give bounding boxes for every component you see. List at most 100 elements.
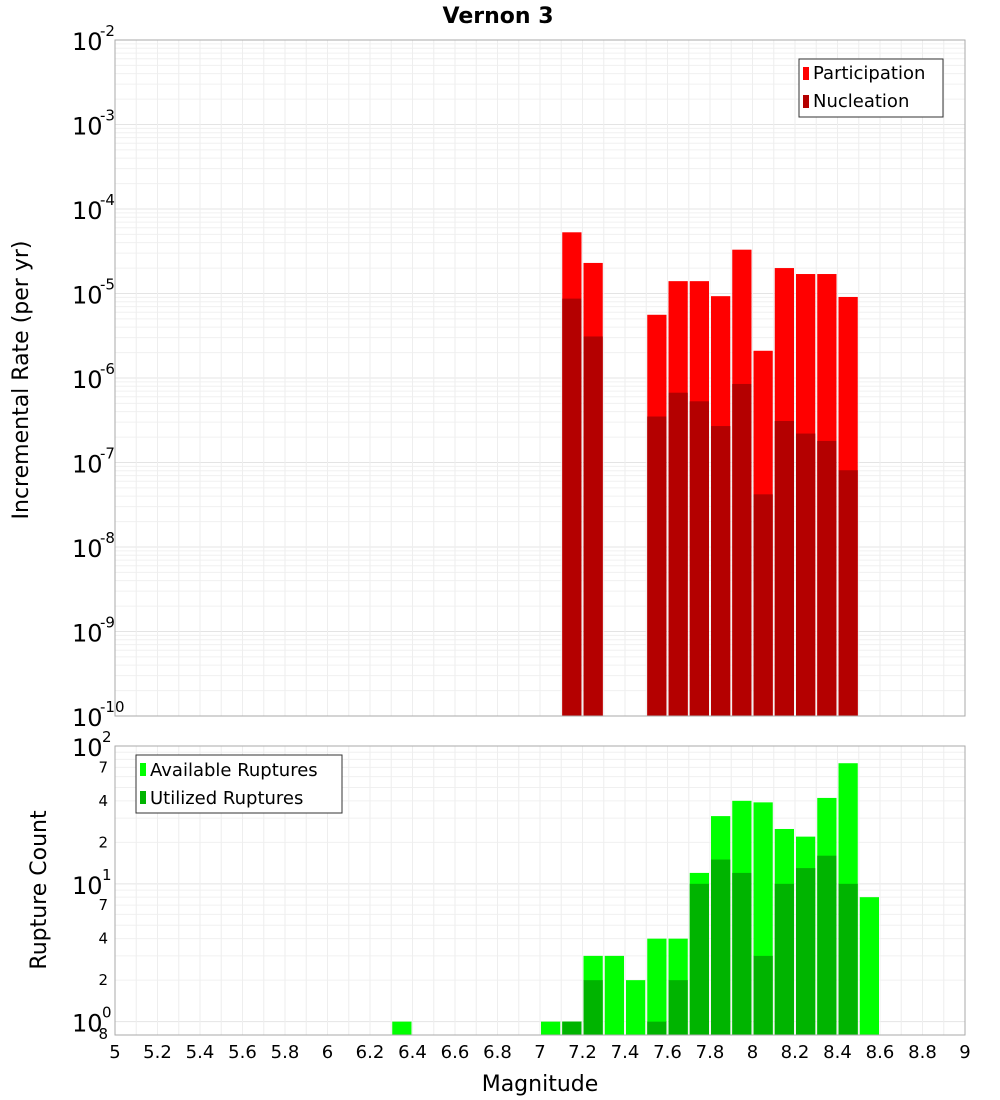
x-tick-label: 6 — [322, 1042, 333, 1063]
top-bars — [562, 232, 858, 716]
utilized-rupture-bar — [583, 980, 603, 1035]
bottom-legend-box — [135, 754, 343, 814]
bottom-y-minor-tick-label: 4 — [98, 930, 108, 948]
top-legend-box — [798, 58, 944, 118]
utilized-rupture-bar — [562, 1021, 582, 1035]
top-y-tick-label: 10 — [72, 535, 103, 563]
utilized-rupture-bar — [689, 883, 709, 1035]
bottom-y-tick-exponent: 1 — [102, 866, 112, 884]
utilized-legend-swatch — [140, 791, 146, 804]
nucleation-bar — [562, 298, 582, 716]
available-rupture-bar — [541, 1021, 561, 1035]
top-y-tick-exponent: -2 — [100, 22, 115, 40]
bottom-y-tick-label: 10 — [72, 872, 103, 900]
utilized-rupture-bar — [817, 855, 837, 1035]
x-tick-label: 6.6 — [441, 1042, 470, 1063]
top-y-tick-label: 10 — [72, 113, 103, 141]
top-y-tick-label: 10 — [72, 704, 103, 732]
top-legend: Participation Nucleation — [798, 58, 944, 118]
nucleation-legend-label: Nucleation — [813, 91, 909, 112]
utilized-rupture-bar — [753, 955, 773, 1035]
x-tick-label: 8.6 — [866, 1042, 895, 1063]
participation-legend-swatch — [803, 67, 809, 80]
available-rupture-bar — [604, 955, 624, 1035]
nucleation-bar — [838, 470, 858, 716]
top-y-tick-exponent: -4 — [100, 191, 115, 209]
bottom-y-tick-label: 10 — [72, 734, 103, 762]
available-rupture-bar — [626, 980, 646, 1035]
nucleation-bar — [753, 494, 773, 716]
x-tick-labels: 5 5.2 5.4 5.6 5.8 6 6.2 6.4 6.6 6.8 7 7.2 7.4 7.6 7.8 8… — [109, 1042, 970, 1063]
bottom-y-minor-tick-label: 7 — [98, 896, 108, 914]
top-y-axis-title: Incremental Rate (per yr) — [9, 241, 34, 520]
nucleation-bar — [689, 401, 709, 716]
available-rupture-bar — [392, 1021, 412, 1035]
x-tick-label: 7.2 — [568, 1042, 597, 1063]
top-y-tick-exponent: -7 — [100, 445, 115, 463]
available-rupture-bar — [647, 938, 667, 1035]
bottom-y-minor-tick-label: 2 — [98, 833, 108, 851]
utilized-rupture-bar — [732, 872, 752, 1035]
nucleation-bar — [711, 426, 731, 716]
top-y-tick-exponent: -8 — [100, 529, 115, 547]
x-tick-label: 8 — [747, 1042, 758, 1063]
top-plot-border — [114, 39, 966, 717]
nucleation-bar — [583, 336, 603, 716]
x-tick-label: 7.8 — [696, 1042, 725, 1063]
x-tick-label: 7 — [534, 1042, 545, 1063]
x-tick-label: 5.2 — [143, 1042, 172, 1063]
bottom-y-minor-tick-label: 7 — [98, 758, 108, 776]
nucleation-bar — [774, 420, 794, 716]
bottom-y-minor-tick-label: 8 — [98, 1025, 108, 1043]
x-tick-label: 8.8 — [908, 1042, 937, 1063]
top-y-tick-label: 10 — [72, 366, 103, 394]
top-y-tick-label: 10 — [72, 282, 103, 310]
utilized-rupture-bar — [668, 980, 688, 1035]
bottom-y-tick-label: 10 — [72, 1010, 103, 1038]
x-tick-label: 8.4 — [823, 1042, 852, 1063]
nucleation-bar — [732, 383, 752, 716]
nucleation-bar — [817, 440, 837, 716]
x-tick-label: 5.6 — [228, 1042, 257, 1063]
x-tick-label: 8.2 — [781, 1042, 810, 1063]
x-tick-label: 7.6 — [653, 1042, 682, 1063]
bottom-y-axis-title: Rupture Count — [27, 810, 52, 970]
top-y-tick-label: 10 — [72, 451, 103, 479]
x-tick-label: 5.4 — [186, 1042, 215, 1063]
utilized-legend-label: Utilized Ruptures — [150, 788, 303, 809]
top-y-tick-exponent: -3 — [100, 107, 115, 125]
top-y-tick-exponent: -9 — [100, 614, 115, 632]
bottom-plot-border — [114, 745, 966, 1036]
top-grid — [114, 40, 966, 717]
x-tick-label: 9 — [959, 1042, 970, 1063]
bottom-y-tick-exponent: 0 — [102, 1004, 112, 1022]
utilized-rupture-bar — [838, 883, 858, 1035]
top-y-tick-exponent: -5 — [100, 276, 115, 294]
utilized-rupture-bar — [711, 859, 731, 1035]
bottom-y-minor-tick-label: 2 — [98, 971, 108, 989]
top-y-tick-exponent: -10 — [100, 698, 125, 716]
bottom-y-minor-tick-label: 4 — [98, 792, 108, 810]
available-legend-swatch — [140, 763, 146, 776]
bottom-bars — [392, 763, 879, 1035]
utilized-rupture-bar — [774, 883, 794, 1035]
bottom-legend: Available Ruptures Utilized Ruptures — [135, 754, 343, 814]
top-y-tick-label: 10 — [72, 620, 103, 648]
x-tick-label: 5.8 — [271, 1042, 300, 1063]
bottom-y-tick-exponent: 2 — [102, 728, 112, 746]
chart-title: Vernon 3 — [443, 4, 554, 29]
x-tick-label: 6.8 — [483, 1042, 512, 1063]
nucleation-bar — [668, 392, 688, 716]
x-tick-label: 5 — [109, 1042, 120, 1063]
available-legend-label: Available Ruptures — [150, 760, 318, 781]
available-rupture-bar — [859, 897, 879, 1035]
nucleation-bar — [796, 433, 816, 716]
utilized-rupture-bar — [796, 868, 816, 1035]
top-y-tick-label: 10 — [72, 28, 103, 56]
x-tick-label: 6.2 — [356, 1042, 385, 1063]
participation-legend-label: Participation — [813, 63, 925, 84]
top-y-tick-exponent: -6 — [100, 360, 115, 378]
